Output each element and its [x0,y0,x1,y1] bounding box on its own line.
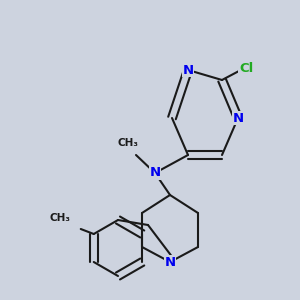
Text: N: N [232,112,244,124]
Text: CH₃: CH₃ [118,138,139,148]
Text: N: N [182,64,194,76]
Text: N: N [164,256,175,268]
Text: N: N [149,167,161,179]
Text: Cl: Cl [239,61,253,74]
Text: CH₃: CH₃ [50,213,71,223]
